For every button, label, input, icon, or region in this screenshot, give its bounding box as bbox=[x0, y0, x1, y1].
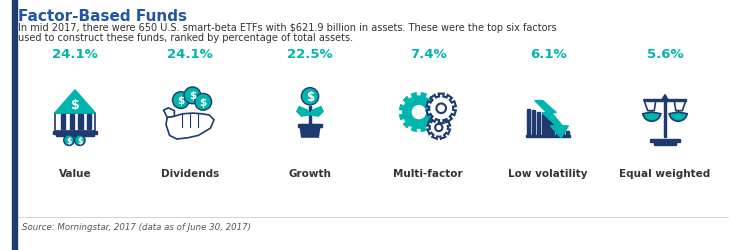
Polygon shape bbox=[662, 95, 668, 100]
Polygon shape bbox=[54, 90, 95, 114]
Text: Value: Value bbox=[59, 168, 92, 178]
Text: Multi-factor: Multi-factor bbox=[393, 168, 463, 178]
Text: 5.6%: 5.6% bbox=[647, 48, 683, 61]
Polygon shape bbox=[527, 110, 530, 136]
Text: Low volatility: Low volatility bbox=[508, 168, 588, 178]
Circle shape bbox=[64, 136, 74, 146]
Circle shape bbox=[437, 104, 446, 114]
Polygon shape bbox=[300, 125, 320, 138]
Circle shape bbox=[74, 136, 85, 146]
Text: $: $ bbox=[66, 136, 72, 145]
Polygon shape bbox=[556, 124, 559, 136]
Wedge shape bbox=[643, 113, 661, 122]
Polygon shape bbox=[650, 140, 680, 142]
Text: Growth: Growth bbox=[288, 168, 332, 178]
Text: Equal weighted: Equal weighted bbox=[619, 168, 711, 178]
Text: Source: Morningstar, 2017 (data as of June 30, 2017): Source: Morningstar, 2017 (data as of Ju… bbox=[22, 222, 251, 231]
Polygon shape bbox=[644, 99, 686, 102]
Text: 7.4%: 7.4% bbox=[410, 48, 446, 61]
Polygon shape bbox=[542, 115, 545, 136]
Polygon shape bbox=[61, 114, 66, 130]
Circle shape bbox=[302, 88, 319, 106]
Circle shape bbox=[435, 124, 443, 132]
Text: $: $ bbox=[200, 98, 207, 107]
Text: 6.1%: 6.1% bbox=[530, 48, 566, 61]
Polygon shape bbox=[12, 0, 17, 250]
Polygon shape bbox=[54, 114, 95, 131]
Polygon shape bbox=[308, 106, 311, 124]
Polygon shape bbox=[664, 99, 666, 138]
Polygon shape bbox=[654, 143, 676, 145]
Polygon shape bbox=[532, 111, 535, 136]
Text: $: $ bbox=[306, 90, 314, 103]
Polygon shape bbox=[56, 134, 94, 136]
Polygon shape bbox=[428, 117, 450, 139]
Polygon shape bbox=[164, 108, 174, 118]
Polygon shape bbox=[399, 93, 439, 132]
Text: Dividends: Dividends bbox=[161, 168, 219, 178]
Circle shape bbox=[184, 88, 201, 104]
Polygon shape bbox=[546, 118, 550, 136]
Polygon shape bbox=[426, 94, 456, 124]
Polygon shape bbox=[70, 114, 74, 130]
Text: In mid 2017, there were 650 U.S. smart-beta ETFs with $621.9 billion in assets. : In mid 2017, there were 650 U.S. smart-b… bbox=[18, 23, 557, 33]
Text: $: $ bbox=[71, 99, 80, 112]
Wedge shape bbox=[669, 113, 687, 122]
Polygon shape bbox=[87, 114, 92, 130]
Text: 24.1%: 24.1% bbox=[167, 48, 213, 61]
Text: $: $ bbox=[77, 136, 83, 145]
Polygon shape bbox=[535, 101, 568, 138]
Polygon shape bbox=[310, 107, 323, 117]
Text: 24.1%: 24.1% bbox=[52, 48, 98, 61]
Text: 22.5%: 22.5% bbox=[287, 48, 333, 61]
Polygon shape bbox=[166, 114, 214, 140]
Circle shape bbox=[173, 92, 189, 109]
Polygon shape bbox=[551, 120, 554, 136]
Polygon shape bbox=[297, 107, 310, 117]
Circle shape bbox=[412, 106, 425, 119]
Polygon shape bbox=[78, 114, 83, 130]
Polygon shape bbox=[565, 131, 569, 136]
Polygon shape bbox=[297, 124, 323, 128]
Circle shape bbox=[194, 94, 212, 111]
Text: Factor-Based Funds: Factor-Based Funds bbox=[18, 9, 187, 24]
Polygon shape bbox=[53, 131, 97, 134]
Text: used to construct these funds, ranked by percentage of total assets.: used to construct these funds, ranked by… bbox=[18, 33, 353, 43]
Polygon shape bbox=[536, 113, 540, 136]
Polygon shape bbox=[561, 128, 564, 136]
Text: $: $ bbox=[188, 91, 196, 101]
Polygon shape bbox=[526, 136, 570, 138]
Text: $: $ bbox=[177, 96, 185, 106]
